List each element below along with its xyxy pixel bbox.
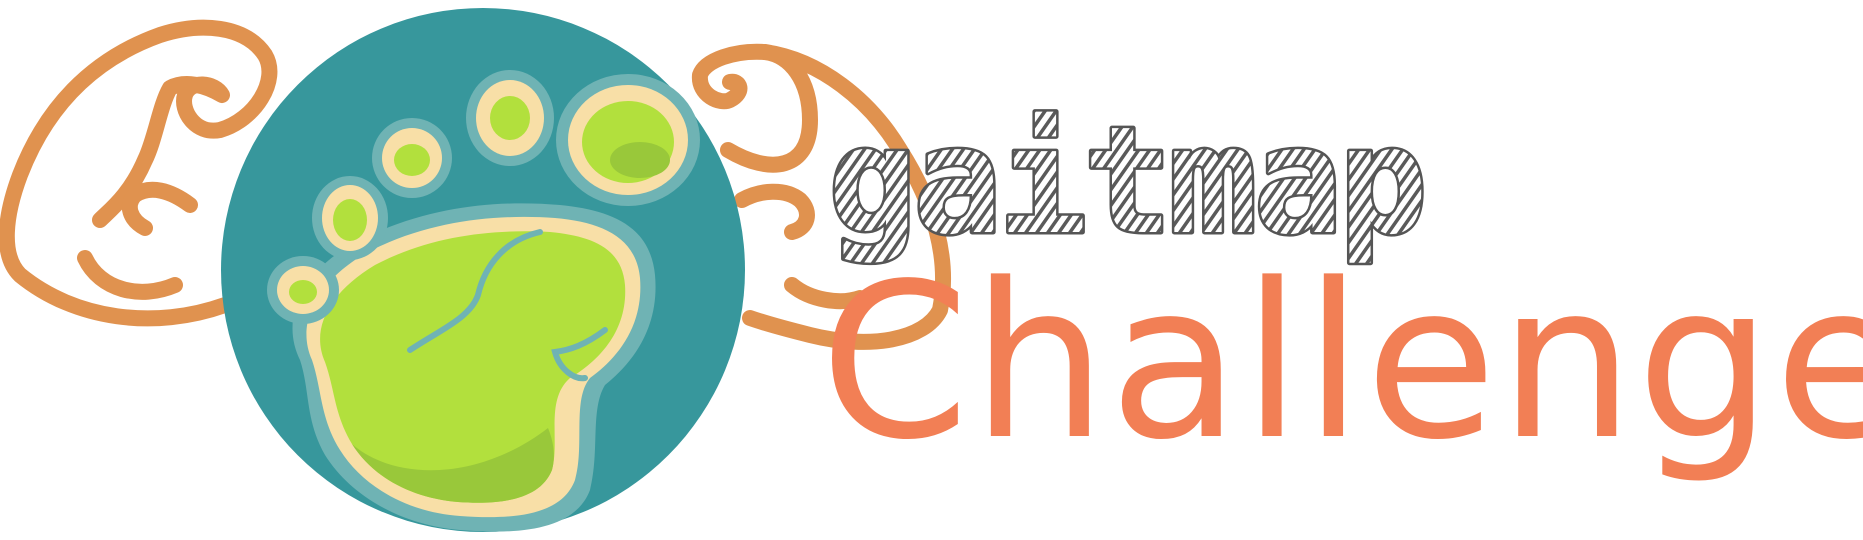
toe-2 (490, 96, 530, 140)
sole-shadow (352, 428, 554, 503)
toe-5 (289, 280, 317, 304)
left-bicep-curve (77, 181, 198, 300)
left-arm-icon (0, 19, 278, 327)
big-toe-shadow (610, 142, 670, 178)
toe-3 (394, 144, 430, 176)
footprint-icon (267, 70, 700, 532)
right-arm-icon (692, 43, 952, 350)
toe-4 (333, 199, 367, 241)
sole-crease (407, 229, 608, 382)
flexing-arms-icon (0, 19, 952, 350)
logo-line-gaitmap: gaitmap (828, 95, 1424, 267)
right-bicep-curve (734, 183, 868, 310)
logo-line-challenges: Challenges (820, 238, 1863, 487)
